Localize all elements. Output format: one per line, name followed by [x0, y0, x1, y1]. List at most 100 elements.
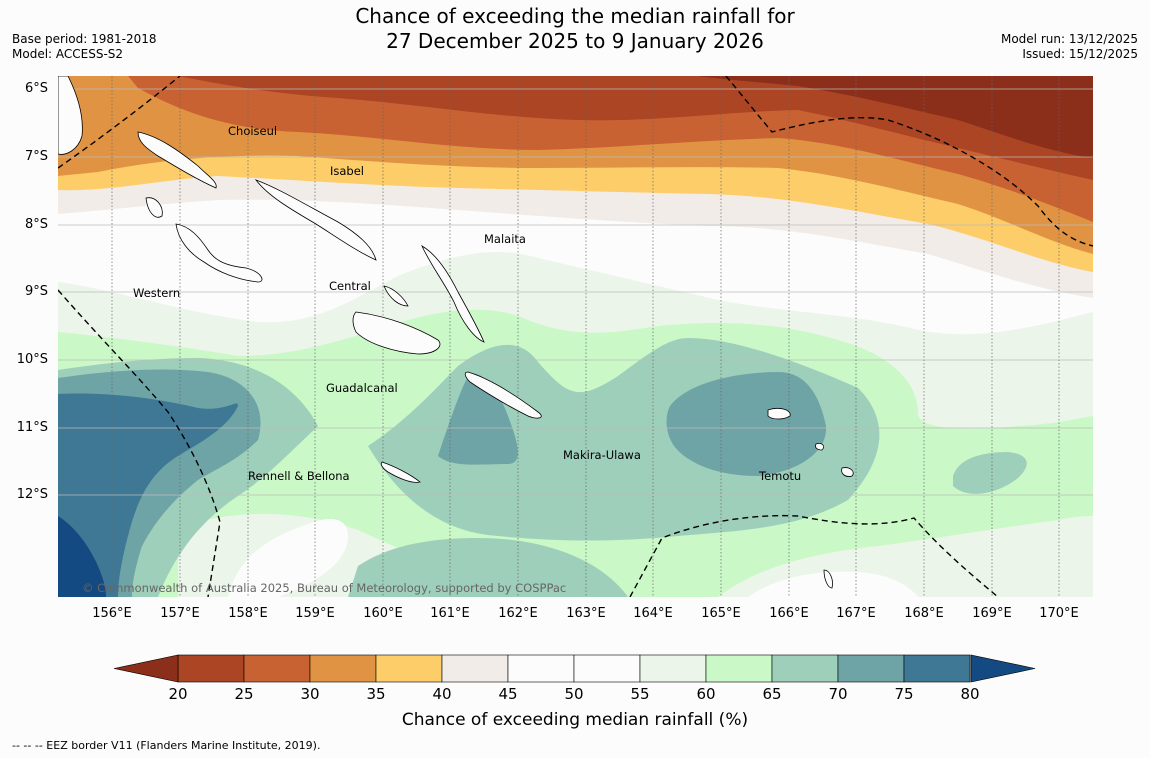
- lon-label-158e: 158°E: [228, 606, 268, 621]
- island-santa-cruz: [767, 408, 791, 420]
- island-santa-isabel: [254, 179, 377, 261]
- region-label-guadalcanal: Guadalcanal: [326, 381, 398, 395]
- lon-label-166e: 166°E: [769, 606, 809, 621]
- island-rennell: [380, 461, 421, 483]
- fill-20-25: [128, 76, 1093, 180]
- colorbar-tick-70: 70: [828, 685, 848, 703]
- colorbar-segment: [243, 654, 311, 683]
- latitude-gridlines: [58, 88, 1093, 496]
- region-label-choiseul: Choiseul: [228, 124, 277, 138]
- lat-label-11s: 11°S: [16, 420, 48, 435]
- fill-65-70-east: [953, 452, 1027, 494]
- lon-label-161e: 161°E: [430, 606, 470, 621]
- lon-label-157e: 157°E: [160, 606, 200, 621]
- colorbar-segment: [441, 654, 509, 683]
- region-label-isabel: Isabel: [330, 164, 364, 178]
- colorbar-segment: [903, 654, 971, 683]
- lon-label-167e: 167°E: [836, 606, 876, 621]
- island-south: [823, 569, 833, 589]
- map-title-line2: 27 December 2025 to 9 January 2026: [386, 29, 764, 53]
- region-label-rennell-bellona: Rennell & Bellona: [248, 469, 350, 483]
- lon-label-169e: 169°E: [972, 606, 1012, 621]
- lon-label-160e: 160°E: [363, 606, 403, 621]
- colorbar-tick-60: 60: [696, 685, 716, 703]
- model-name: Model: ACCESS-S2: [12, 47, 124, 61]
- fill-75-80: [58, 393, 238, 597]
- colorbar-segment: [705, 654, 773, 683]
- colorbar-arrow-high: [970, 654, 1036, 683]
- copyright-notice: © Commonwealth of Australia 2025, Bureau…: [82, 581, 566, 595]
- region-label-western: Western: [133, 286, 180, 300]
- fill-gt-80: [58, 516, 106, 597]
- colorbar-tick-40: 40: [432, 685, 452, 703]
- model-run: Model run: 13/12/2025: [1000, 32, 1138, 46]
- fill-70-75-east: [666, 372, 827, 476]
- colorbar-segment: [837, 654, 905, 683]
- eez-borders: [58, 76, 1093, 597]
- fill-45-55-south: [228, 519, 348, 597]
- colorbar-segment: [639, 654, 707, 683]
- island-malaita: [421, 245, 485, 343]
- lon-label-168e: 168°E: [904, 606, 944, 621]
- eez-south: [629, 514, 999, 597]
- lat-label-12s: 12°S: [16, 487, 48, 502]
- colorbar-tick-25: 25: [234, 685, 254, 703]
- island-outlines: [58, 76, 854, 589]
- eez-west: [58, 289, 221, 597]
- issued-date: Issued: 15/12/2025: [1022, 47, 1138, 61]
- island-bougainville: [58, 76, 83, 155]
- region-label-malaita: Malaita: [484, 232, 526, 246]
- island-new-georgia: [175, 223, 263, 283]
- colorbar-tick-75: 75: [894, 685, 914, 703]
- island-makira: [464, 371, 542, 419]
- region-label-makira-ulawa: Makira-Ulawa: [563, 448, 641, 462]
- colorbar-tick-80: 80: [960, 685, 980, 703]
- island-florida: [383, 285, 409, 307]
- lon-label-170e: 170°E: [1039, 606, 1079, 621]
- rainfall-map-svg: Choiseul Isabel Malaita Western Central …: [58, 76, 1093, 597]
- map-title-line1: Chance of exceeding the median rainfall …: [355, 4, 795, 28]
- colorbar-tick-55: 55: [630, 685, 650, 703]
- eez-legend-note: -- -- -- EEZ border V11 (Flanders Marine…: [12, 739, 321, 752]
- colorbar-segment: [573, 654, 641, 683]
- lon-label-163e: 163°E: [566, 606, 606, 621]
- region-labels: Choiseul Isabel Malaita Western Central …: [133, 124, 801, 483]
- fill-lt-20: [698, 76, 1093, 158]
- lon-label-165e: 165°E: [701, 606, 741, 621]
- base-period: Base period: 1981-2018: [12, 32, 157, 46]
- fill-45-55-southeast: [748, 571, 918, 597]
- lon-label-164e: 164°E: [633, 606, 673, 621]
- island-temotu-east: [841, 467, 854, 477]
- colorbar-tick-35: 35: [366, 685, 386, 703]
- island-vanikoro: [815, 443, 824, 451]
- lat-label-6s: 6°S: [24, 81, 48, 96]
- colorbar-segment: [507, 654, 575, 683]
- colorbar-segment: [309, 654, 377, 683]
- region-label-central: Central: [329, 279, 371, 293]
- colorbar-segment: [177, 654, 245, 683]
- colorbar-tick-50: 50: [564, 685, 584, 703]
- island-guadalcanal: [352, 311, 441, 355]
- island-western-small: [145, 197, 163, 218]
- colorbar-tick-20: 20: [168, 685, 188, 703]
- colorbar-arrow-low: [113, 654, 179, 683]
- region-label-temotu: Temotu: [758, 469, 801, 483]
- colorbar-segment: [771, 654, 839, 683]
- eez-north-west: [58, 76, 181, 169]
- lon-label-159e: 159°E: [295, 606, 335, 621]
- colorbar-segment: [375, 654, 443, 683]
- lat-label-8s: 8°S: [24, 217, 48, 232]
- lat-label-10s: 10°S: [16, 352, 48, 367]
- colorbar: [113, 654, 1036, 683]
- lat-label-7s: 7°S: [24, 149, 48, 164]
- eez-north-east: [725, 76, 1093, 247]
- lon-label-162e: 162°E: [498, 606, 538, 621]
- colorbar-tick-45: 45: [498, 685, 518, 703]
- colorbar-title: Chance of exceeding median rainfall (%): [401, 710, 749, 730]
- rainfall-map: Choiseul Isabel Malaita Western Central …: [58, 76, 1093, 597]
- lon-label-156e: 156°E: [92, 606, 132, 621]
- island-choiseul: [137, 131, 217, 189]
- lat-label-9s: 9°S: [24, 284, 48, 299]
- colorbar-tick-65: 65: [762, 685, 782, 703]
- fill-65-70-southcenter: [348, 538, 628, 597]
